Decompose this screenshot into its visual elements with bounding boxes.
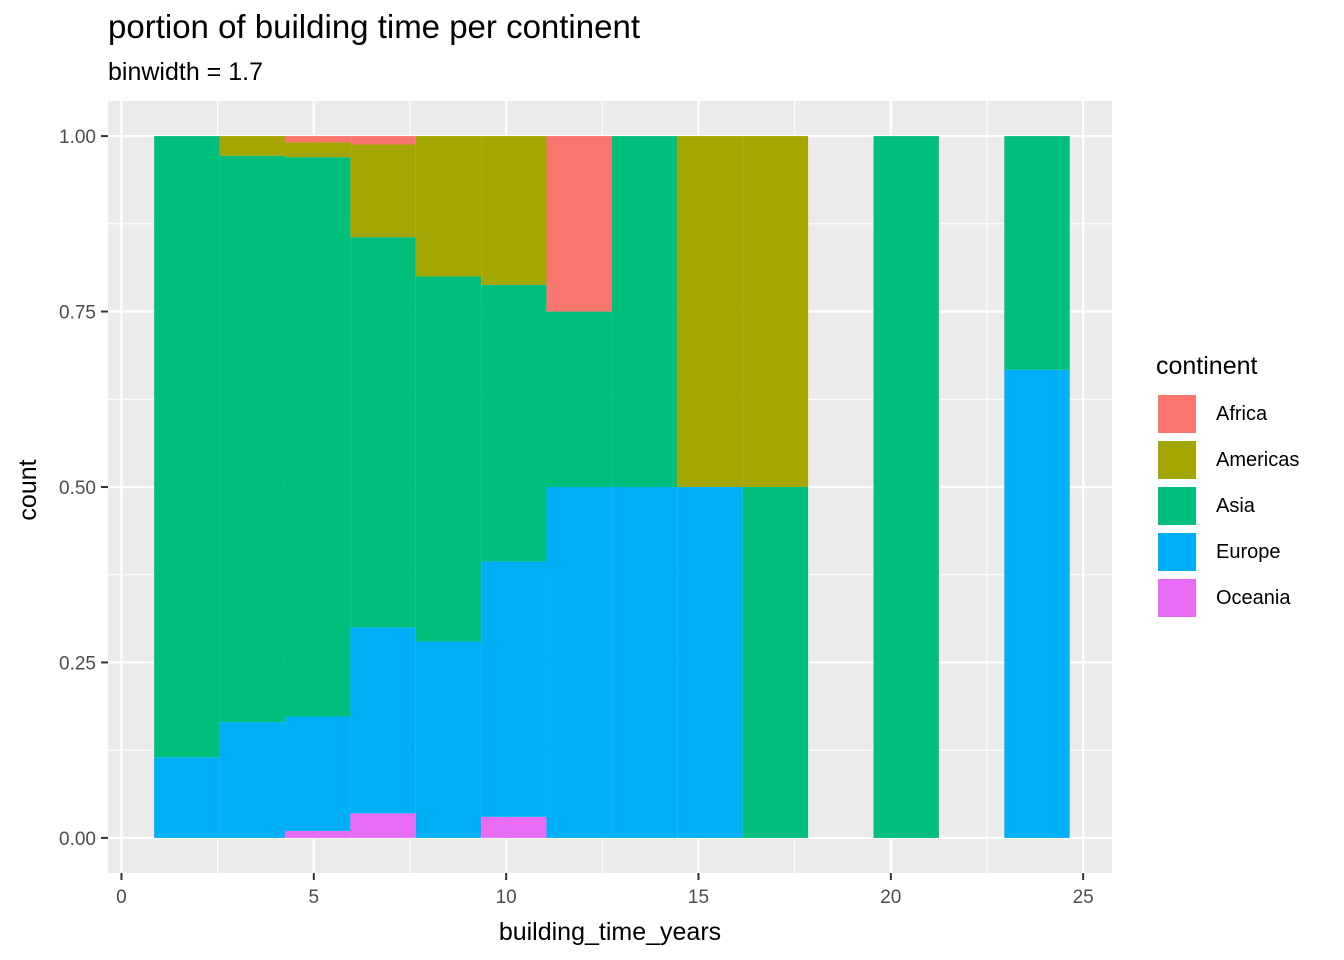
legend-item-americas: Americas	[1156, 437, 1299, 483]
x-tick-label: 15	[688, 887, 709, 908]
bar-segment-europe	[611, 487, 678, 838]
chart-subtitle: binwidth = 1.7	[108, 58, 263, 86]
bar-segment-americas	[481, 136, 547, 285]
bar-segment-asia	[219, 155, 285, 723]
x-tick-label: 0	[116, 887, 127, 908]
bar-segment-europe	[546, 487, 612, 838]
y-tick-label: 0.50	[59, 478, 96, 499]
bar-segment-africa	[546, 136, 612, 312]
bar-segment-europe	[481, 561, 547, 817]
bar-segment-asia	[611, 136, 678, 487]
bar-segment-asia	[350, 237, 416, 628]
legend-item-asia: Asia	[1156, 483, 1299, 529]
x-tick-label: 25	[1073, 887, 1094, 908]
y-axis: 0.00 0.25 0.50 0.75 1.00	[59, 127, 108, 850]
bar-segment-americas	[742, 136, 809, 487]
y-tick-label: 0.25	[59, 653, 96, 674]
bar-segment-europe	[154, 757, 220, 838]
bar-segment-europe	[415, 641, 482, 838]
x-axis-title: building_time_years	[499, 918, 721, 946]
bar-segment-asia	[481, 284, 547, 562]
y-tick-label: 0.00	[59, 829, 96, 850]
legend-label: Americas	[1216, 448, 1300, 471]
bar-segment-americas	[284, 142, 351, 158]
legend-label: Oceania	[1216, 586, 1291, 609]
bar-segment-asia	[546, 311, 612, 487]
legend-key-swatch	[1156, 393, 1198, 435]
bar-segment-oceania	[284, 830, 351, 838]
bar-segment-americas	[219, 136, 285, 156]
y-tick-label: 1.00	[59, 127, 96, 148]
bar-segment-europe	[284, 716, 351, 831]
bar-segment-europe	[677, 487, 743, 838]
legend-key-swatch	[1156, 577, 1198, 619]
bar-segment-americas	[350, 144, 416, 238]
bar-segment-asia	[415, 276, 482, 642]
x-tick-label: 20	[880, 887, 901, 908]
bar-segment-oceania	[350, 813, 416, 838]
legend-title: continent	[1156, 352, 1258, 380]
legend-label: Europe	[1216, 540, 1281, 563]
bar-segment-oceania	[481, 816, 547, 838]
x-tick-label: 10	[496, 887, 517, 908]
stacked-bars	[154, 136, 1070, 838]
legend-key-swatch	[1156, 485, 1198, 527]
bar-segment-asia	[742, 487, 809, 838]
legend-item-oceania: Oceania	[1156, 575, 1299, 621]
bar-segment-asia	[873, 136, 939, 838]
y-axis-title: count	[14, 459, 42, 520]
x-axis: 0 5 10 15 20 25	[116, 873, 1094, 908]
legend: continent Africa Americas Asia Europe Oceani…	[1156, 352, 1299, 621]
bar-segment-asia	[154, 136, 220, 758]
bar-segment-americas	[415, 136, 482, 277]
legend-label: Africa	[1216, 402, 1268, 425]
bar-segment-africa	[350, 136, 416, 145]
bar-segment-asia	[1004, 136, 1070, 370]
legend-items: Africa Americas Asia Europe Oceania	[1156, 391, 1299, 621]
bar-segment-europe	[1004, 369, 1070, 838]
bar-segment-europe	[219, 722, 285, 838]
y-tick-label: 0.75	[59, 303, 96, 324]
bar-segment-asia	[284, 157, 351, 717]
legend-item-africa: Africa	[1156, 391, 1299, 437]
legend-key-swatch	[1156, 439, 1198, 481]
x-tick-label: 5	[309, 887, 320, 908]
bar-segment-americas	[677, 136, 743, 487]
legend-item-europe: Europe	[1156, 529, 1299, 575]
legend-key-swatch	[1156, 531, 1198, 573]
bar-segment-europe	[350, 627, 416, 814]
chart-title: portion of building time per continent	[108, 8, 640, 45]
bar-segment-africa	[284, 136, 351, 143]
legend-label: Asia	[1216, 494, 1255, 517]
